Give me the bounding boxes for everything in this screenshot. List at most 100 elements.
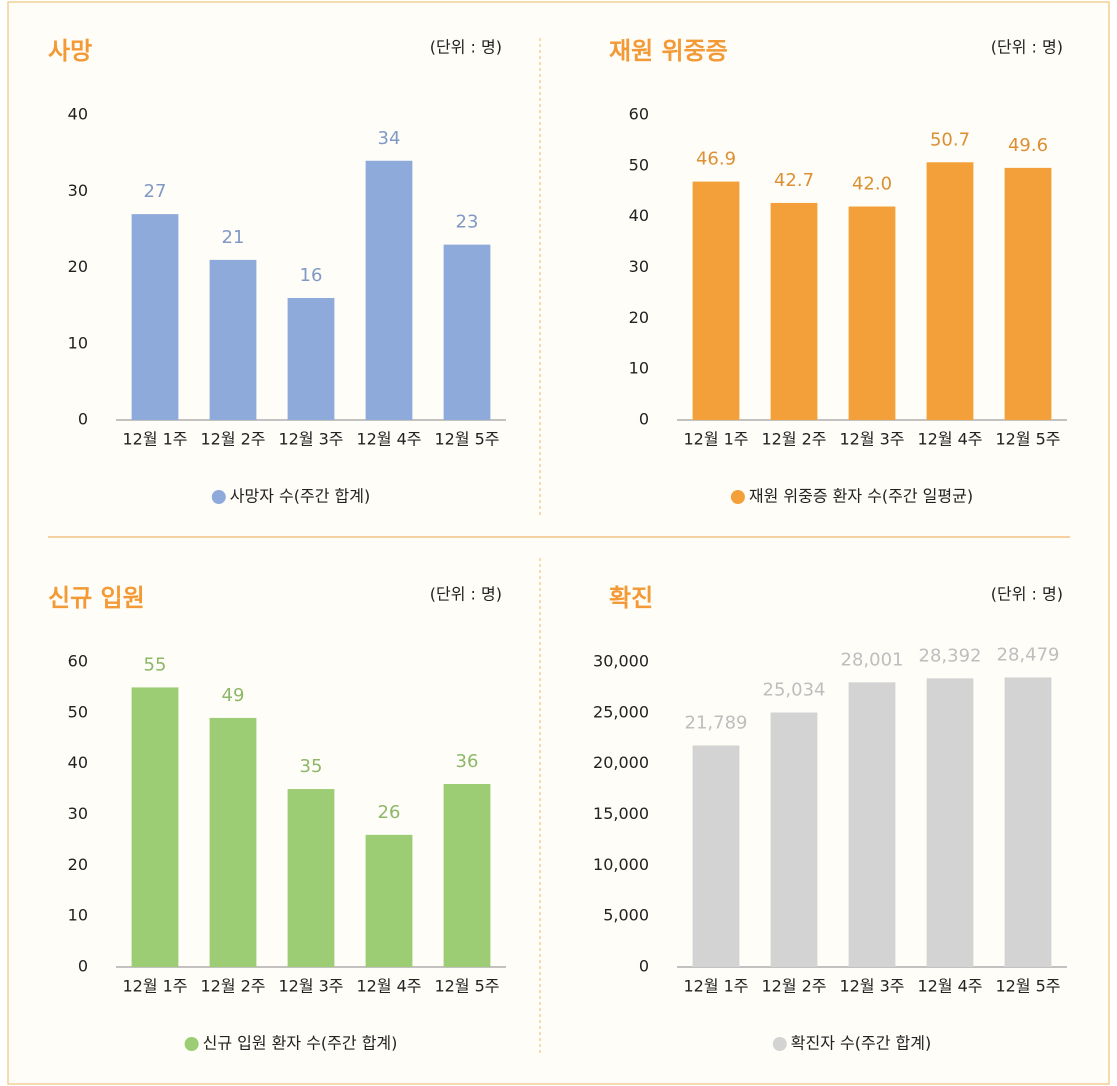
bar <box>443 244 491 420</box>
y-tick-label: 0 <box>639 957 649 976</box>
legend-marker <box>772 1037 787 1051</box>
unit-label: (단위 : 명) <box>991 38 1063 57</box>
value-label: 49 <box>222 685 245 706</box>
bar <box>692 181 740 420</box>
bar <box>443 784 491 967</box>
x-tick-label: 12월 3주 <box>839 430 904 449</box>
bar <box>209 717 257 967</box>
chart-title: 확진 <box>609 584 653 612</box>
bar <box>848 206 896 420</box>
chart-title: 재원 위중증 <box>609 37 728 65</box>
unit-label: (단위 : 명) <box>991 585 1063 604</box>
value-label: 25,034 <box>763 679 826 700</box>
x-tick-label: 12월 1주 <box>683 977 748 996</box>
y-tick-label: 20 <box>68 257 88 276</box>
x-tick-label: 12월 1주 <box>122 430 187 449</box>
y-tick-label: 0 <box>78 957 88 976</box>
y-tick-label: 30,000 <box>593 652 649 671</box>
y-tick-label: 0 <box>78 410 88 429</box>
chart-title: 사망 <box>48 37 92 65</box>
value-label: 34 <box>378 128 401 149</box>
x-tick-label: 12월 5주 <box>995 977 1060 996</box>
x-tick-label: 12월 1주 <box>122 977 187 996</box>
y-tick-label: 60 <box>629 105 649 124</box>
y-tick-label: 30 <box>629 257 649 276</box>
value-label: 28,001 <box>841 649 904 670</box>
value-label: 28,479 <box>997 644 1060 665</box>
bar <box>365 160 413 420</box>
chart-title: 신규 입원 <box>48 584 145 612</box>
value-label: 55 <box>144 654 167 675</box>
legend-marker <box>730 490 745 504</box>
bar <box>365 834 413 967</box>
y-tick-label: 40 <box>68 753 88 772</box>
bar <box>770 712 818 967</box>
value-label: 26 <box>378 802 401 823</box>
value-label: 36 <box>456 751 479 772</box>
x-tick-label: 12월 4주 <box>917 430 982 449</box>
x-tick-label: 12월 2주 <box>200 430 265 449</box>
bar <box>926 678 974 967</box>
y-tick-label: 50 <box>68 702 88 721</box>
legend-label: 사망자 수(주간 합계) <box>230 487 370 506</box>
value-label: 35 <box>300 756 323 777</box>
legend-label: 재원 위중증 환자 수(주간 일평균) <box>749 487 973 506</box>
y-tick-label: 50 <box>629 155 649 174</box>
value-label: 23 <box>456 212 479 233</box>
bar <box>926 162 974 420</box>
y-tick-label: 30 <box>68 804 88 823</box>
y-tick-label: 60 <box>68 652 88 671</box>
x-tick-label: 12월 2주 <box>200 977 265 996</box>
x-tick-label: 12월 3주 <box>839 977 904 996</box>
value-label: 21 <box>222 227 245 248</box>
bar <box>287 298 335 420</box>
y-tick-label: 10 <box>68 333 88 352</box>
x-tick-label: 12월 2주 <box>761 977 826 996</box>
value-label: 50.7 <box>930 129 970 150</box>
bar <box>692 745 740 967</box>
bar <box>131 687 179 967</box>
legend-marker <box>211 490 226 504</box>
value-label: 42.7 <box>774 170 814 191</box>
y-tick-label: 10 <box>629 359 649 378</box>
y-tick-label: 5,000 <box>603 906 649 925</box>
y-tick-label: 10 <box>68 906 88 925</box>
bar <box>1004 677 1052 967</box>
bar <box>287 789 335 967</box>
y-tick-label: 20,000 <box>593 753 649 772</box>
value-label: 49.6 <box>1008 135 1048 156</box>
unit-label: (단위 : 명) <box>430 38 502 57</box>
value-label: 16 <box>300 265 323 286</box>
y-tick-label: 15,000 <box>593 804 649 823</box>
y-tick-label: 40 <box>629 206 649 225</box>
value-label: 42.0 <box>852 174 892 195</box>
x-tick-label: 12월 4주 <box>356 977 421 996</box>
x-tick-label: 12월 5주 <box>434 430 499 449</box>
value-label: 46.9 <box>696 149 736 170</box>
legend-label: 확진자 수(주간 합계) <box>791 1034 931 1053</box>
value-label: 28,392 <box>919 645 982 666</box>
bar <box>131 214 179 420</box>
bar <box>209 259 257 420</box>
x-tick-label: 12월 1주 <box>683 430 748 449</box>
y-tick-label: 0 <box>639 410 649 429</box>
y-tick-label: 20 <box>68 855 88 874</box>
x-tick-label: 12월 3주 <box>278 430 343 449</box>
frame <box>7 1 1110 1085</box>
x-tick-label: 12월 5주 <box>995 430 1060 449</box>
y-tick-label: 20 <box>629 308 649 327</box>
y-tick-label: 10,000 <box>593 855 649 874</box>
y-tick-label: 30 <box>68 181 88 200</box>
x-tick-label: 12월 3주 <box>278 977 343 996</box>
value-label: 21,789 <box>685 712 748 733</box>
legend-label: 신규 입원 환자 수(주간 합계) <box>203 1034 398 1053</box>
value-label: 27 <box>144 181 167 202</box>
x-tick-label: 12월 2주 <box>761 430 826 449</box>
bar <box>770 202 818 420</box>
x-tick-label: 12월 4주 <box>356 430 421 449</box>
x-tick-label: 12월 4주 <box>917 977 982 996</box>
bar <box>848 682 896 967</box>
y-tick-label: 40 <box>68 105 88 124</box>
legend-marker <box>184 1037 199 1051</box>
